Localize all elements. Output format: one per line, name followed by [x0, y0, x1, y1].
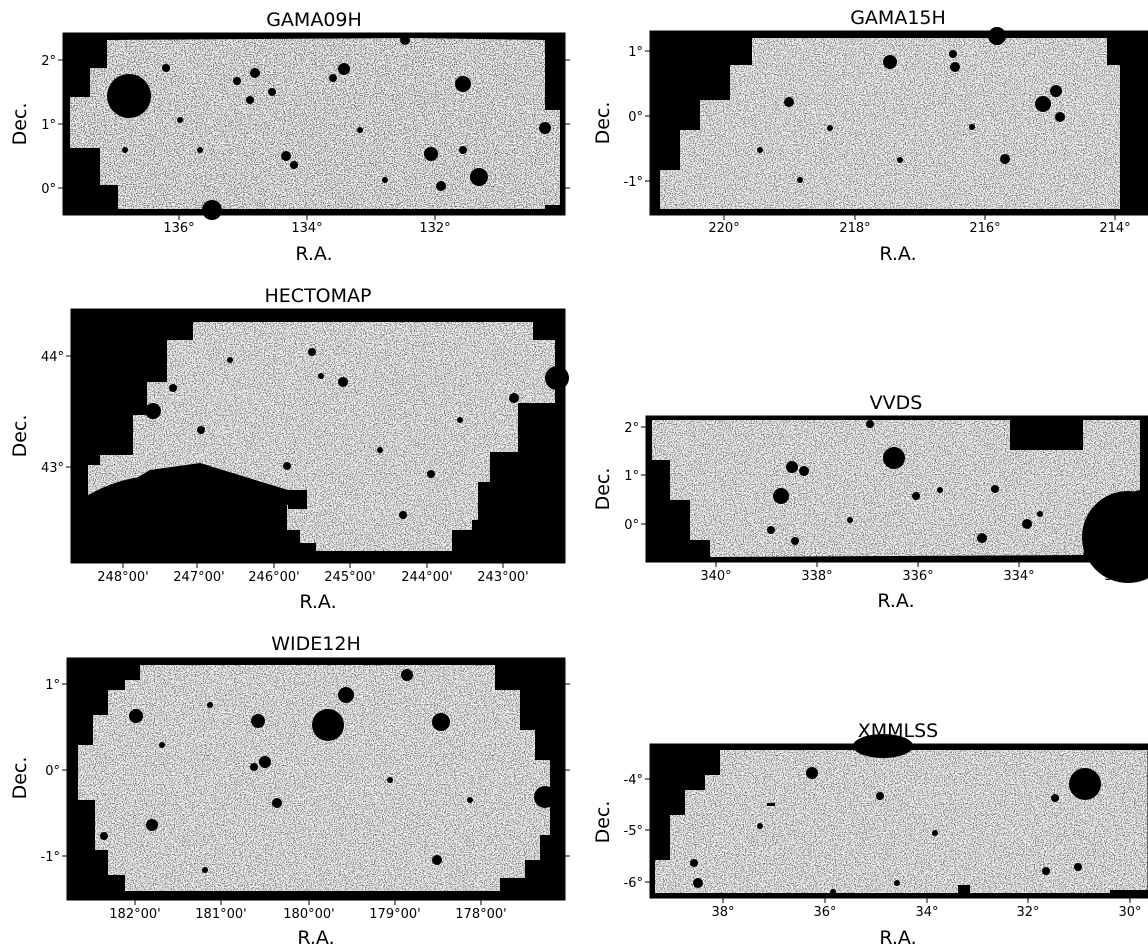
panel-wide12h-xtick-182: 182°00': [109, 907, 160, 922]
panel-gama09h: GAMA09H 136° 134° 132° 2° 1° 0° R.A. Dec…: [9, 9, 570, 265]
panel-gama09h-coverage: [70, 35, 560, 220]
panel-wide12h-ylabel: Dec.: [9, 757, 31, 800]
panel-vvds-xtick-340: 340°: [700, 569, 731, 584]
panel-hectomap-xtick-247: 247°00': [173, 570, 224, 585]
panel-gama15h-ylabel: Dec.: [592, 102, 614, 145]
panel-vvds-ytick-2: 2°: [624, 421, 639, 436]
panel-xmmlss-ytick-m4: -4°: [624, 773, 643, 788]
panel-hectomap-coverage: [80, 322, 569, 563]
panel-gama15h-xtick-216: 216°: [969, 221, 1000, 236]
panel-wide12h-xtick-179: 179°00': [369, 907, 420, 922]
panel-wide12h-ytick-m1: -1°: [41, 850, 60, 865]
panel-gama09h-xtick-136: 136°: [163, 221, 194, 236]
panel-gama09h-xtick-132: 132°: [419, 221, 450, 236]
panel-gama09h-title: GAMA09H: [266, 9, 362, 31]
panel-xmmlss-xtick-30: 30°: [1118, 905, 1141, 920]
panel-gama09h-ytick-2: 2°: [41, 54, 56, 69]
panel-vvds-title: VVDS: [870, 392, 923, 414]
panel-vvds-ytick-1: 1°: [624, 469, 639, 484]
panel-vvds-coverage: [652, 420, 1148, 583]
panel-gama15h-ytick-m1: -1°: [624, 175, 643, 190]
panel-wide12h: WIDE12H 182°00' 181°00' 180°00' 179°00' …: [9, 633, 570, 949]
panel-vvds-xtick-336: 336°: [902, 569, 933, 584]
panel-wide12h-coverage: [78, 665, 556, 891]
panel-vvds-xtick-334: 334°: [1003, 569, 1034, 584]
panel-hectomap-xtick-246: 246°00': [248, 570, 299, 585]
panel-gama15h-coverage: [660, 27, 1120, 209]
panel-wide12h-xtick-178: 178°00': [455, 907, 506, 922]
panel-gama09h-ytick-0: 0°: [41, 182, 56, 197]
panel-wide12h-xtick-180: 180°00': [283, 907, 334, 922]
panel-gama15h: GAMA15H 220° 218° 216° 214° 1° 0° -1° R.…: [592, 7, 1148, 265]
panel-gama15h-xlabel: R.A.: [879, 243, 916, 265]
panel-xmmlss-xtick-38: 38°: [711, 905, 734, 920]
panel-wide12h-title: WIDE12H: [271, 633, 361, 655]
panel-xmmlss-ytick-m6: -6°: [624, 876, 643, 891]
panel-xmmlss-coverage: [655, 734, 1148, 895]
panel-wide12h-xlabel: R.A.: [297, 927, 334, 949]
panel-gama09h-ylabel: Dec.: [9, 103, 31, 146]
panel-xmmlss-title: XMMLSS: [858, 720, 939, 742]
panel-gama15h-xtick-220: 220°: [708, 221, 739, 236]
panel-hectomap-xtick-248: 248°00': [97, 570, 148, 585]
panel-xmmlss-xtick-32: 32°: [1016, 905, 1039, 920]
panel-gama09h-xlabel: R.A.: [295, 243, 332, 265]
panel-hectomap-xtick-245: 245°00': [324, 570, 375, 585]
panel-vvds-xlabel: R.A.: [877, 590, 914, 612]
panel-gama15h-ytick-1: 1°: [628, 45, 643, 60]
panel-hectomap-xlabel: R.A.: [299, 591, 336, 613]
panel-hectomap-ytick-44: 44°: [41, 350, 64, 365]
panel-wide12h-ytick-1: 1°: [45, 678, 60, 693]
panel-gama15h-xtick-218: 218°: [839, 221, 870, 236]
panel-vvds-ytick-0: 0°: [624, 518, 639, 533]
panel-wide12h-ytick-0: 0°: [45, 764, 60, 779]
panel-gama15h-title: GAMA15H: [850, 7, 946, 29]
panel-gama15h-xtick-214: 214°: [1099, 221, 1130, 236]
panel-hectomap-xtick-244: 244°00': [401, 570, 452, 585]
panel-vvds-xtick-332: 332°: [1104, 569, 1135, 584]
panel-xmmlss-xtick-34: 34°: [915, 905, 938, 920]
panel-wide12h-xtick-181: 181°00': [195, 907, 246, 922]
panel-xmmlss-xtick-36: 36°: [813, 905, 836, 920]
panel-xmmlss-ytick-m5: -5°: [624, 824, 643, 839]
panel-hectomap-title: HECTOMAP: [265, 285, 372, 307]
panel-vvds-xtick-338: 338°: [801, 569, 832, 584]
panel-xmmlss-xlabel: R.A.: [879, 927, 916, 949]
panel-xmmlss-ylabel: Dec.: [592, 801, 614, 844]
panel-vvds: VVDS 340° 338° 336° 334° 332° 2° 1° 0° R…: [592, 392, 1148, 612]
panel-xmmlss: XMMLSS 38° 36° 34° 32° 30° -4° -5° -6° R…: [592, 720, 1148, 949]
panel-gama09h-ytick-1: 1°: [41, 118, 56, 133]
panel-hectomap-ytick-43: 43°: [41, 461, 64, 476]
panel-hectomap-ylabel: Dec.: [9, 415, 31, 458]
panel-gama15h-ytick-0: 0°: [628, 110, 643, 125]
panel-vvds-ylabel: Dec.: [592, 468, 614, 511]
panel-gama09h-xtick-134: 134°: [291, 221, 322, 236]
panel-hectomap: HECTOMAP 248°00' 247°00' 246°00' 245°00'…: [9, 285, 569, 613]
panel-hectomap-xtick-243: 243°00': [477, 570, 528, 585]
